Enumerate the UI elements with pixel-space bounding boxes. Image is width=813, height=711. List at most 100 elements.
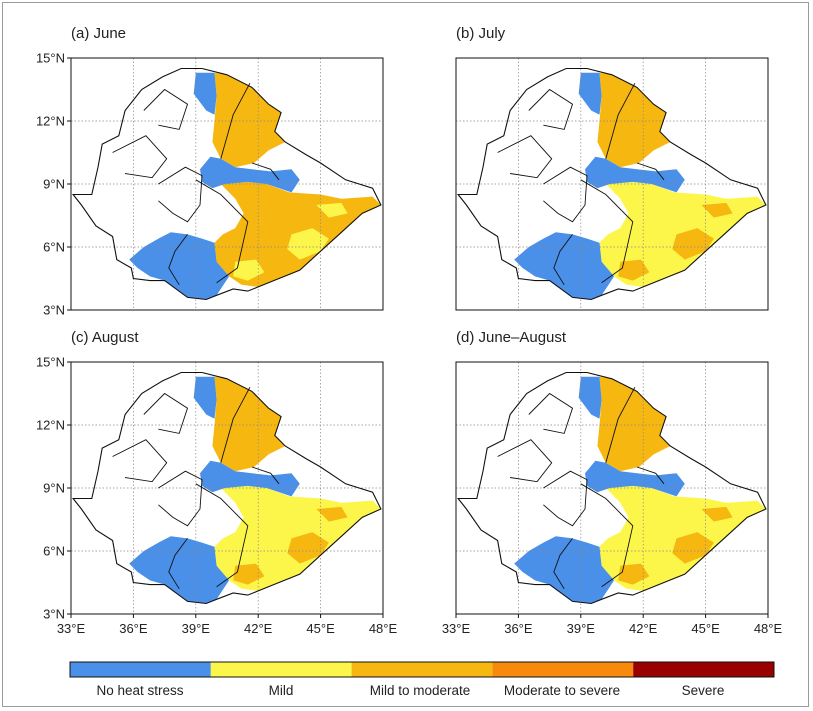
lat-tick-label: 6°N	[43, 240, 65, 255]
map-frame	[455, 361, 769, 615]
legend-swatch-mild	[210, 662, 352, 677]
legend-label-severe: Severe	[681, 683, 725, 698]
no-stress-rift-band	[200, 460, 300, 497]
admin-border-2	[112, 439, 168, 483]
lat-tick-label: 3°N	[43, 303, 65, 318]
admin-border-2	[497, 439, 553, 483]
no-stress-rift-band	[585, 156, 685, 193]
lat-tick-label: 6°N	[43, 544, 65, 559]
heat-stress-layer	[514, 376, 766, 604]
admin-border-5	[553, 234, 573, 286]
heat-stress-patch-3	[701, 506, 733, 522]
legend-label-moderate-to-severe: Moderate to severe	[503, 683, 621, 698]
heat-stress-layer	[129, 376, 381, 604]
admin-border-5	[168, 234, 188, 286]
heat-stress-patch-3	[701, 202, 733, 218]
lat-tick-label: 9°N	[43, 177, 65, 192]
admin-border-1	[543, 166, 588, 223]
legend-swatch-moderate-to-severe	[492, 662, 634, 677]
heat-stress-patch-1	[287, 532, 329, 564]
lat-tick-label: 3°N	[43, 607, 65, 622]
admin-border-4	[580, 179, 634, 284]
lon-tick-label: 36°E	[504, 621, 533, 636]
admin-border-4	[580, 483, 634, 588]
heat-stress-patch-1	[672, 228, 714, 260]
map-panel-2	[455, 57, 769, 311]
admin-border-1	[158, 470, 203, 527]
map-panel-3	[70, 361, 384, 615]
lon-tick-label: 42°E	[629, 621, 658, 636]
lon-tick-label: 33°E	[442, 621, 471, 636]
admin-border-2	[497, 135, 553, 179]
heat-stress-patch-1	[287, 228, 329, 260]
legend-colorbar	[69, 661, 775, 678]
country-outline	[71, 371, 382, 605]
admin-border-4	[195, 179, 249, 284]
admin-border-1	[543, 470, 588, 527]
lon-tick-label: 48°E	[754, 621, 783, 636]
admin-border-6	[220, 386, 251, 463]
heat-stress-patch-2	[618, 259, 650, 281]
lon-tick-label: 39°E	[182, 621, 211, 636]
lat-tick-label: 12°N	[36, 114, 65, 129]
map-panel-1	[70, 57, 384, 311]
admin-border-6	[605, 82, 636, 159]
country-outline	[456, 371, 767, 605]
admin-border-5	[553, 538, 573, 590]
heat-stress-north-region	[597, 72, 671, 168]
legend-label-no-heat-stress: No heat stress	[96, 683, 184, 698]
admin-border-3	[528, 392, 574, 434]
legend-swatch-severe	[633, 662, 774, 677]
heat-stress-patch-2	[618, 563, 650, 585]
no-stress-north-region	[578, 72, 602, 115]
map-frame	[455, 57, 769, 311]
no-stress-north-region	[193, 72, 217, 115]
lat-tick-label: 15°N	[36, 355, 65, 370]
heat-stress-patch-1	[672, 532, 714, 564]
heat-stress-patch-2	[233, 259, 265, 281]
heat-stress-north-region	[212, 376, 286, 472]
panel-title-2: (b) July	[456, 25, 506, 42]
lon-tick-label: 42°E	[244, 621, 273, 636]
panel-title-1: (a) June	[71, 25, 126, 42]
heat-stress-north-region	[597, 376, 671, 472]
no-stress-rift-band	[585, 460, 685, 497]
no-stress-south-region	[129, 232, 230, 300]
heat-stress-patch-3	[316, 202, 348, 218]
admin-border-3	[528, 88, 574, 130]
heat-stress-layer	[514, 72, 766, 300]
admin-border-3	[143, 392, 189, 434]
admin-border-7	[636, 466, 665, 485]
heat-stress-patch-3	[316, 506, 348, 522]
heat-stress-layer	[129, 72, 381, 300]
admin-border-7	[251, 466, 280, 485]
lon-tick-label: 45°E	[306, 621, 335, 636]
admin-border-3	[143, 88, 189, 130]
admin-border-2	[112, 135, 168, 179]
legend-label-mild: Mild	[268, 683, 294, 698]
lon-tick-label: 33°E	[57, 621, 86, 636]
admin-border-7	[636, 162, 665, 181]
admin-border-4	[195, 483, 249, 588]
country-outline	[71, 67, 382, 301]
country-outline	[456, 67, 767, 301]
panel-title-4: (d) June–August	[456, 329, 567, 346]
admin-border-7	[251, 162, 280, 181]
lon-tick-label: 36°E	[119, 621, 148, 636]
lon-tick-label: 39°E	[567, 621, 596, 636]
legend-swatch-no-heat-stress	[70, 662, 211, 677]
no-stress-north-region	[193, 376, 217, 419]
no-stress-south-region	[514, 232, 615, 300]
admin-border-1	[158, 166, 203, 223]
heat-stress-patch-2	[233, 563, 265, 585]
no-stress-north-region	[578, 376, 602, 419]
map-panel-4	[455, 361, 769, 615]
lon-tick-label: 45°E	[691, 621, 720, 636]
admin-border-6	[220, 82, 251, 159]
panel-title-3: (c) August	[71, 329, 139, 346]
legend-border	[69, 661, 775, 678]
heat-stress-north-region	[212, 72, 286, 168]
lat-tick-label: 12°N	[36, 418, 65, 433]
